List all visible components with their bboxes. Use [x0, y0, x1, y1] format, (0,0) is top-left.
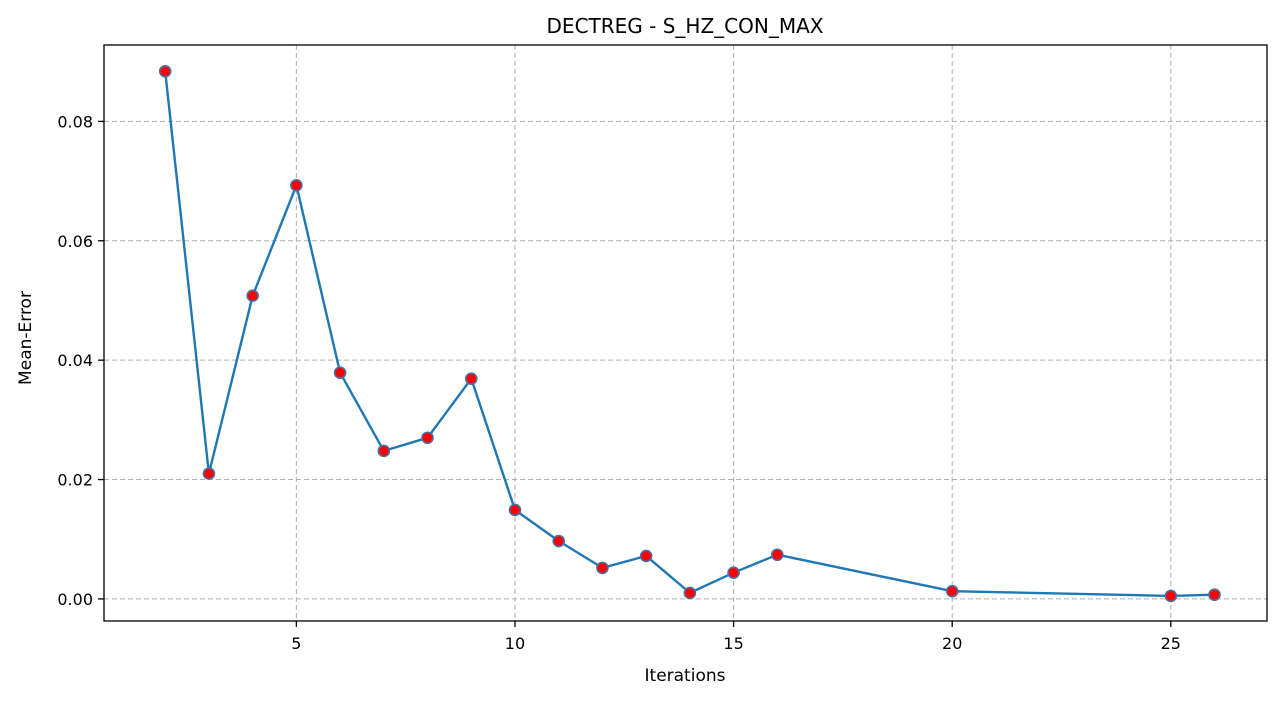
data-point — [246, 289, 259, 302]
data-point — [202, 467, 216, 480]
data-point — [552, 534, 566, 548]
y-tick-label: 0.08 — [57, 112, 93, 131]
data-point — [464, 372, 478, 385]
data-point — [377, 444, 391, 458]
y-tick-label: 0.04 — [57, 351, 93, 370]
x-tick-label: 20 — [942, 634, 962, 653]
chart-title: DECTREG - S_HZ_CON_MAX — [547, 14, 824, 38]
data-point — [639, 549, 653, 563]
plot-area-frame — [103, 44, 1268, 622]
data-point — [158, 64, 172, 78]
data-point — [771, 548, 784, 562]
data-point — [508, 503, 522, 517]
data-point — [596, 561, 609, 575]
y-tick-label: 0.06 — [57, 232, 93, 251]
x-tick-label: 10 — [505, 634, 525, 653]
series-layer — [158, 64, 1221, 603]
grid-lines — [104, 45, 1267, 621]
data-point — [945, 584, 959, 598]
data-point — [421, 431, 434, 445]
y-axis-label: Mean-Error — [16, 291, 36, 385]
y-tick-label: 0.00 — [57, 590, 93, 609]
y-tick-label: 0.02 — [57, 471, 93, 490]
data-point — [683, 586, 697, 600]
x-tick-label: 25 — [1161, 634, 1181, 653]
x-tick-label: 5 — [291, 634, 301, 653]
axis-ticks: 5 10 15 20 25 0.00 0.02 0.04 0.06 0.08 — [57, 112, 1181, 653]
series-line — [164, 71, 1215, 598]
x-tick-label: 15 — [723, 634, 743, 653]
data-point — [727, 566, 740, 579]
data-point — [1164, 589, 1178, 603]
data-point — [1208, 588, 1221, 602]
data-point — [290, 178, 303, 192]
x-axis-label: Iterations — [645, 666, 726, 686]
data-point — [333, 366, 347, 379]
